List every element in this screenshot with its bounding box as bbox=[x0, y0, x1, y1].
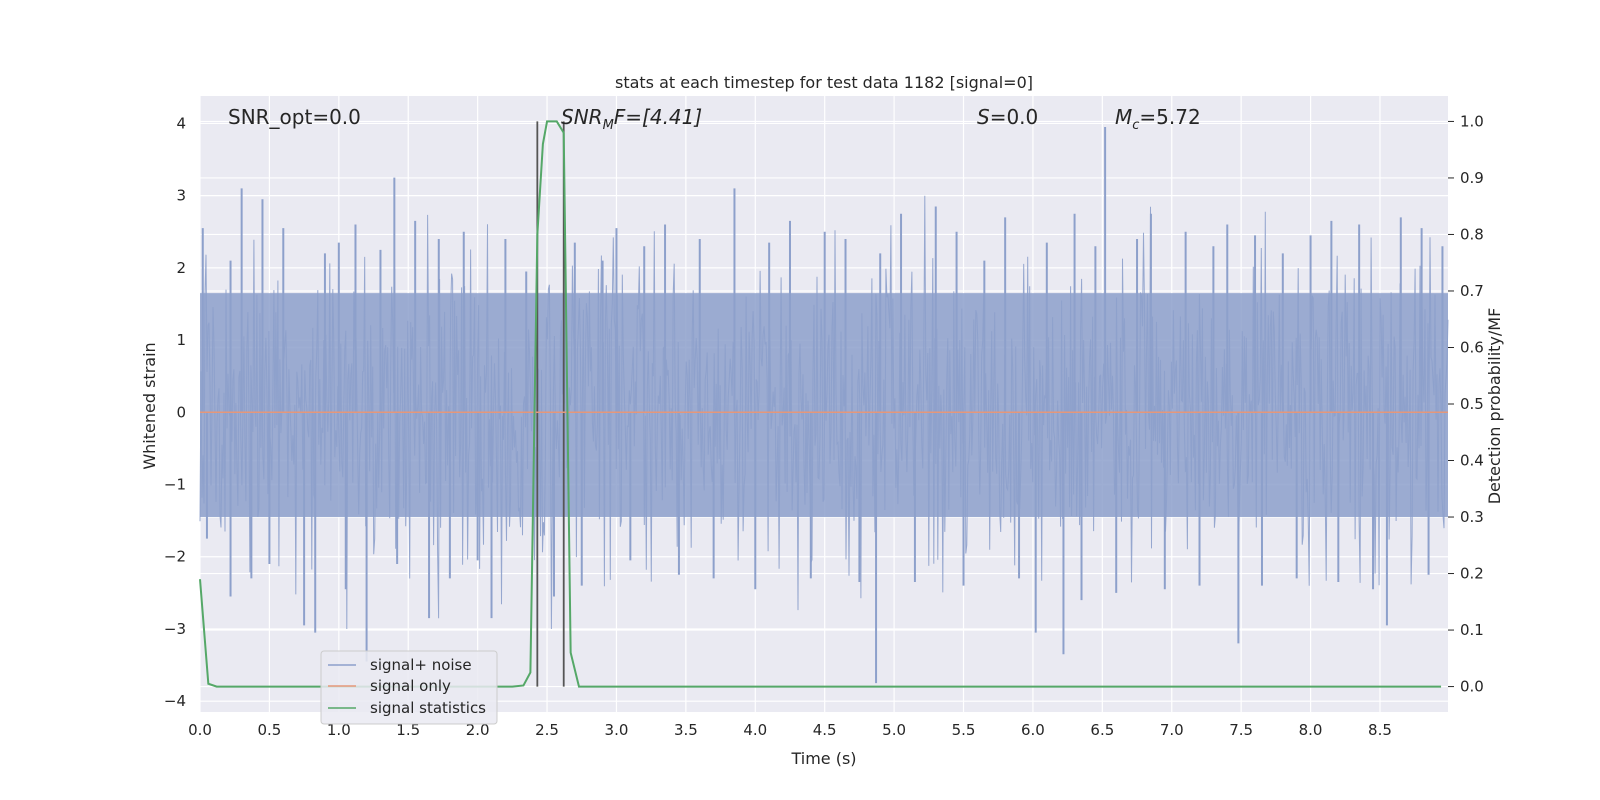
mc-sub: c bbox=[1132, 118, 1139, 133]
legend-label-signal-statistics: signal statistics bbox=[370, 699, 486, 717]
y-tick-label: 4 bbox=[176, 114, 186, 132]
legend-label-signal-only: signal only bbox=[370, 677, 451, 695]
y2-tick-label: 0.3 bbox=[1460, 508, 1484, 526]
x-tick-label: 6.0 bbox=[1021, 721, 1045, 739]
x-tick-label: 8.0 bbox=[1299, 721, 1323, 739]
legend: signal+ noise signal only signal statist… bbox=[320, 650, 498, 725]
y2-tick-label: 1.0 bbox=[1460, 112, 1484, 130]
x-tick-label: 3.5 bbox=[674, 721, 698, 739]
annotation-snr-mf: SNRMF=[4.41] bbox=[561, 105, 702, 133]
chart-title: stats at each timestep for test data 118… bbox=[615, 73, 1033, 92]
x-tick-label: 2.0 bbox=[466, 721, 490, 739]
snr-mf-rest: F=[4.41] bbox=[614, 105, 702, 129]
y2-tick-label: 0.4 bbox=[1460, 452, 1484, 470]
s-symbol: S bbox=[977, 105, 990, 129]
y-tick-label: −4 bbox=[164, 692, 186, 710]
line-series bbox=[199, 120, 1448, 688]
ticks: 0.0 0.5 1.0 1.5 2.0 2.5 3.0 3.5 4.0 4.5 5.0 5.5 6.0 6… bbox=[164, 112, 1484, 739]
x-axis-label: Time (s) bbox=[790, 749, 856, 768]
y2-tick-label: 0.5 bbox=[1460, 395, 1484, 413]
y2-tick-label: 0.2 bbox=[1460, 565, 1484, 583]
y-tick-label: −2 bbox=[164, 548, 186, 566]
x-tick-label: 7.0 bbox=[1160, 721, 1184, 739]
mc-value: =5.72 bbox=[1139, 105, 1200, 129]
y2-axis-label: Detection probability/MF bbox=[1485, 308, 1504, 505]
x-tick-label: 4.0 bbox=[743, 721, 767, 739]
x-tick-label: 2.5 bbox=[535, 721, 559, 739]
noise-trace bbox=[199, 195, 1449, 630]
y-tick-label: 2 bbox=[176, 259, 186, 277]
x-tick-label: 6.5 bbox=[1090, 721, 1114, 739]
s-value: =0.0 bbox=[990, 105, 1039, 129]
y-tick-label: 3 bbox=[176, 187, 186, 205]
legend-label-signal-noise: signal+ noise bbox=[370, 656, 472, 674]
snr-mf-sub: M bbox=[603, 118, 614, 133]
signal-noise-series bbox=[199, 127, 1449, 684]
x-tick-label: 1.5 bbox=[396, 721, 420, 739]
annotation-s: S=0.0 bbox=[977, 105, 1038, 129]
x-tick-label: 3.0 bbox=[605, 721, 629, 739]
legend-box bbox=[320, 650, 498, 725]
x-tick-label: 0.0 bbox=[188, 721, 212, 739]
x-tick-label: 0.5 bbox=[257, 721, 281, 739]
x-tick-label: 4.5 bbox=[813, 721, 837, 739]
y-tick-label: −1 bbox=[164, 476, 186, 494]
annotation-mc: Mc=5.72 bbox=[1115, 105, 1201, 133]
annotation-snr-opt: SNR_opt=0.0 bbox=[228, 105, 361, 129]
mc-base: M bbox=[1115, 105, 1132, 129]
y-tick-label: 1 bbox=[176, 331, 186, 349]
y2-tick-label: 0.0 bbox=[1460, 678, 1484, 696]
y2-tick-label: 0.1 bbox=[1460, 621, 1484, 639]
y-tick-label: 0 bbox=[176, 403, 186, 421]
x-tick-label: 7.5 bbox=[1229, 721, 1253, 739]
x-tick-label: 1.0 bbox=[327, 721, 351, 739]
snr-mf-base: SNR bbox=[561, 105, 603, 129]
y2-tick-label: 0.9 bbox=[1460, 169, 1484, 187]
y-axis-label: Whitened strain bbox=[140, 342, 159, 469]
x-tick-label: 5.5 bbox=[952, 721, 976, 739]
y2-tick-label: 0.6 bbox=[1460, 338, 1484, 356]
y-tick-label: −3 bbox=[164, 620, 186, 638]
x-tick-label: 5.0 bbox=[882, 721, 906, 739]
x-tick-label: 8.5 bbox=[1368, 721, 1392, 739]
y2-tick-label: 0.7 bbox=[1460, 282, 1484, 300]
y2-tick-label: 0.8 bbox=[1460, 225, 1484, 243]
